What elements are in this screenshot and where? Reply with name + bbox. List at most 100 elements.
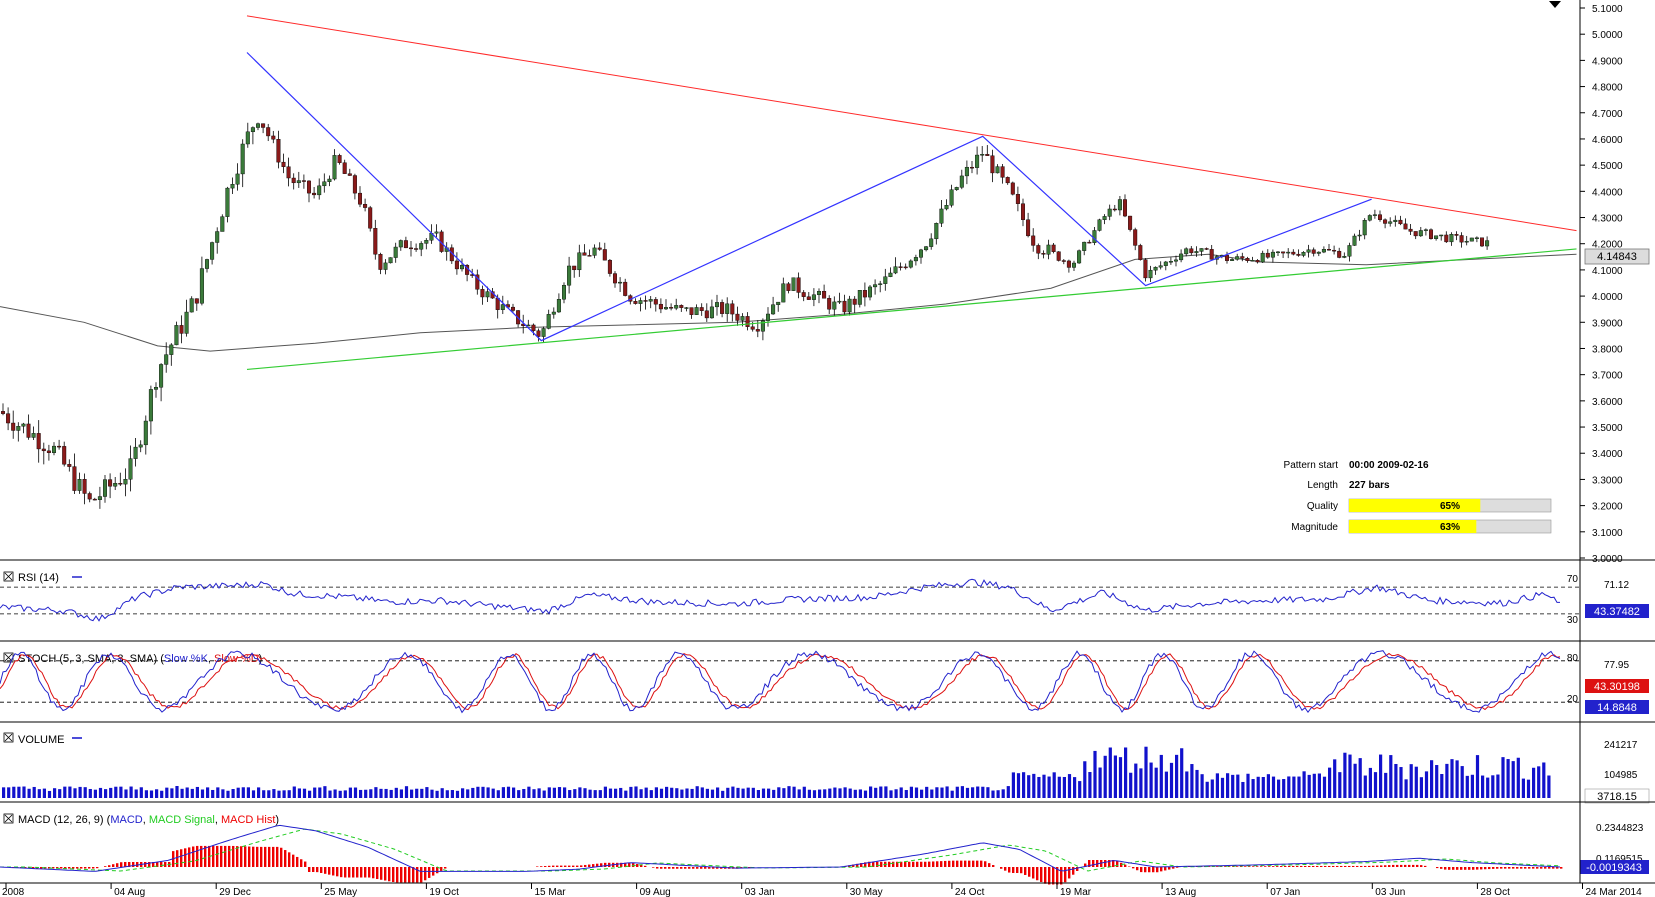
volume-bar bbox=[1108, 747, 1112, 798]
candle-body bbox=[786, 283, 791, 291]
volume-bar bbox=[455, 790, 460, 798]
candle-body bbox=[638, 300, 643, 304]
macd-hist-bar bbox=[1364, 865, 1367, 867]
candle-body bbox=[169, 344, 174, 355]
volume-bar bbox=[374, 787, 378, 798]
volume-bar bbox=[1399, 767, 1403, 798]
macd-hist-bar bbox=[916, 861, 919, 867]
price-panel[interactable]: 5.1000 5.0000 4.9000 4.8000 4.7000 4.6000 4.50… bbox=[0, 4, 1650, 565]
candle-body bbox=[613, 273, 618, 284]
volume-bar bbox=[384, 788, 388, 798]
volume-bar bbox=[1200, 774, 1204, 798]
candle-body bbox=[215, 231, 220, 243]
macd-hist-bar bbox=[1068, 867, 1071, 879]
macd-hist-bar bbox=[948, 860, 951, 867]
volume-panel[interactable]: VOLUME 241217 104985 3718.15 bbox=[2, 732, 1650, 804]
macd-hist-bar bbox=[680, 867, 683, 869]
macd-hist-bar bbox=[704, 867, 707, 869]
macd-hist-bar bbox=[80, 867, 83, 869]
macd-hist-bar bbox=[1340, 865, 1343, 867]
macd-hist-bar bbox=[1000, 867, 1003, 869]
macd-hist-bar bbox=[72, 867, 75, 869]
candle-body bbox=[460, 264, 465, 270]
volume-bar bbox=[1261, 776, 1265, 798]
rsi-panel[interactable]: RSI (14) 70 30 71.12 43.37482 bbox=[0, 571, 1649, 626]
macd-hist-bar bbox=[1448, 867, 1451, 870]
macd-hist-bar bbox=[1132, 867, 1135, 869]
macd-hist-bar bbox=[1288, 865, 1291, 867]
macd-hist-bar bbox=[628, 862, 631, 867]
macd-hist-bar bbox=[400, 867, 403, 883]
candle-body bbox=[1398, 219, 1403, 225]
macd-hist-bar bbox=[56, 867, 59, 869]
candle-body bbox=[852, 298, 857, 305]
volume-bar bbox=[833, 787, 837, 798]
volume-bar bbox=[144, 790, 148, 798]
macd-hist-bar bbox=[1456, 867, 1459, 870]
macd-hist-bar bbox=[1308, 865, 1311, 867]
scroll-marker-icon[interactable] bbox=[1549, 1, 1561, 8]
macd-panel[interactable]: MACD (12, 26, 9) (MACD, MACD Signal, MAC… bbox=[0, 813, 1649, 885]
volume-bar bbox=[2, 787, 6, 798]
macd-hist-bar bbox=[872, 861, 875, 867]
volume-bar bbox=[797, 789, 801, 798]
volume-bar bbox=[1159, 754, 1163, 798]
macd-hist-bar bbox=[124, 862, 127, 867]
macd-hist-bar bbox=[1404, 864, 1407, 867]
volume-bar bbox=[292, 786, 296, 798]
candle-body bbox=[1173, 259, 1178, 262]
stochastic-panel[interactable]: STOCH (5, 3, SMA, 3, SMA) (Slow %K, Slow… bbox=[0, 650, 1649, 714]
macd-hist-bar bbox=[220, 845, 223, 867]
macd-hist-bar bbox=[1296, 865, 1299, 867]
volume-bar bbox=[695, 786, 699, 798]
macd-hist-bar bbox=[1064, 867, 1067, 883]
candle-body bbox=[1286, 251, 1291, 254]
time-label-14: 28 Oct bbox=[1480, 887, 1510, 897]
candle-body bbox=[16, 426, 21, 431]
volume-bar bbox=[1118, 757, 1123, 798]
volume-bar bbox=[1353, 763, 1357, 798]
volume-bar bbox=[445, 790, 449, 798]
volume-bar bbox=[512, 787, 516, 798]
candle-body bbox=[567, 265, 572, 286]
macd-hist-bar bbox=[692, 867, 695, 869]
macd-title-prefix: MACD (12, 26, 9) ( bbox=[18, 814, 111, 826]
macd-hist-bar bbox=[876, 861, 879, 867]
macd-hist-bar bbox=[1460, 867, 1463, 870]
quality-bar-fill bbox=[1349, 499, 1481, 512]
macd-hist-bar bbox=[1228, 866, 1231, 867]
volume-bar bbox=[501, 787, 505, 798]
candle-body bbox=[204, 259, 209, 269]
candle-body bbox=[531, 324, 536, 331]
stoch-lines bbox=[0, 650, 1580, 714]
volume-bar bbox=[736, 787, 740, 798]
volume-bar bbox=[874, 787, 878, 798]
candle-body bbox=[240, 143, 245, 175]
candle-body bbox=[332, 155, 337, 180]
volume-bar bbox=[685, 788, 689, 798]
candle-body bbox=[36, 433, 41, 450]
macd-hist-bar bbox=[148, 862, 151, 867]
macd-hist-bar bbox=[356, 867, 359, 878]
candle-body bbox=[342, 162, 347, 174]
rsi-path bbox=[0, 578, 1560, 622]
volume-bar bbox=[98, 787, 103, 798]
macd-hist-bar bbox=[428, 867, 431, 878]
candle-body bbox=[776, 301, 781, 305]
macd-hist-bar bbox=[952, 860, 955, 867]
macd-hist-bar bbox=[880, 861, 883, 867]
volume-bar bbox=[1169, 762, 1174, 798]
rsi-level-30: 30 bbox=[1567, 615, 1579, 626]
macd-hist-bar bbox=[992, 865, 995, 867]
volume-bar bbox=[1328, 767, 1332, 798]
macd-hist-bar bbox=[908, 861, 911, 867]
candle-body bbox=[633, 301, 638, 304]
macd-hist-bar bbox=[404, 867, 407, 883]
candle-body bbox=[1082, 241, 1087, 251]
macd-hist-bar bbox=[1348, 865, 1351, 867]
volume-bar bbox=[1430, 760, 1434, 798]
price-tick-label-13: 3.8000 bbox=[1592, 344, 1623, 355]
candle-body bbox=[480, 289, 485, 298]
candle-body bbox=[806, 296, 811, 300]
